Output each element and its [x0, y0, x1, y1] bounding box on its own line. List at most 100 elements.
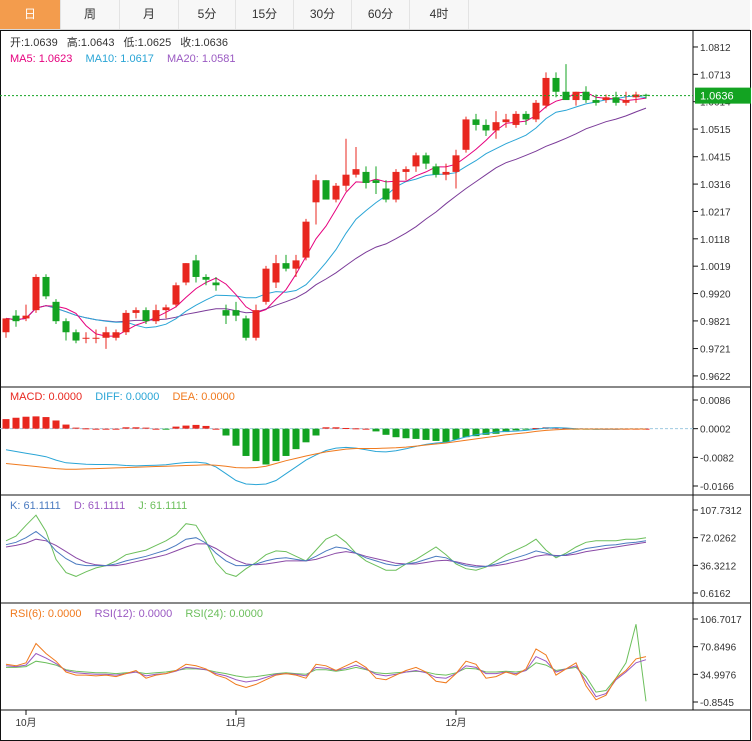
candle-body-4: [42, 276, 50, 297]
dea-line: [5, 428, 646, 470]
candle-body-20: [202, 276, 210, 280]
macd-bar-18: [182, 425, 190, 429]
candle-body-43: [432, 166, 440, 175]
axis-ticks: 1.08121.07131.06141.05151.04151.03161.02…: [15, 43, 742, 729]
macd-bar-45: [452, 428, 460, 440]
rsi-tick-label-3: -0.8545: [700, 698, 734, 709]
candle-body-16: [162, 307, 170, 311]
macd-bar-52: [522, 428, 530, 430]
macd-bar-40: [402, 428, 410, 439]
macd-bar-37: [372, 428, 380, 432]
rsi-tick-label-1: 70.8496: [700, 643, 737, 654]
candle-body-34: [342, 174, 350, 186]
candle-body-60: [602, 97, 610, 101]
candle-body-0: [2, 318, 10, 333]
candle-body-10: [102, 332, 110, 338]
candle-body-22: [222, 310, 230, 316]
last-price-badge: 1.0636: [695, 87, 751, 104]
tab-week[interactable]: 周: [61, 0, 120, 29]
tab-day[interactable]: 日: [0, 0, 61, 29]
kdj-legend: K: 61.1111 D: 61.1111 J: 61.1111: [10, 500, 187, 512]
macd-bar-51: [512, 428, 520, 431]
high-label: 高:1.0643: [67, 35, 115, 49]
candle-body-61: [612, 97, 620, 103]
macd-bar-29: [292, 428, 300, 450]
macd-bar-6: [62, 424, 70, 429]
candle-body-44: [442, 171, 450, 175]
candle-body-59: [592, 100, 600, 103]
x-tick-label-1: 11月: [226, 717, 246, 729]
chart-border: [0, 30, 751, 741]
candle-body-17: [172, 285, 180, 305]
tab-5min[interactable]: 5分: [179, 0, 236, 29]
macd-bar-13: [132, 427, 140, 429]
candle-body-5: [52, 301, 60, 322]
macd-bar-35: [352, 428, 360, 430]
candle-body-51: [512, 113, 520, 125]
rsi24-line: [6, 624, 647, 702]
chart-area[interactable]: 1.08121.07131.06141.05151.04151.03161.02…: [0, 30, 752, 741]
macd-bar-43: [432, 428, 440, 441]
macd-bar-17: [172, 426, 180, 429]
kdj-tick-label-2: 36.3212: [700, 561, 737, 572]
macd-bar-32: [322, 427, 330, 429]
macd-bar-42: [422, 428, 430, 440]
candle-body-30: [302, 221, 310, 258]
price-tick-label-1: 1.0713: [700, 70, 731, 81]
macd-bar-34: [342, 427, 350, 429]
x-tick-label-0: 10月: [15, 717, 36, 729]
candle-body-53: [532, 102, 540, 120]
candle-body-26: [262, 268, 270, 302]
candle-body-40: [402, 169, 410, 172]
ma20-label: MA20: 1.0581: [167, 53, 236, 65]
price-tick-label-10: 0.9821: [700, 317, 731, 328]
macd-bar-22: [222, 428, 230, 436]
macd-bar-44: [442, 428, 450, 443]
macd-bar-15: [152, 428, 160, 430]
candlestick-plot: [0, 64, 693, 349]
macd-bar-19: [192, 424, 200, 429]
macd-legend: MACD: 0.0000 DIFF: 0.0000 DEA: 0.0000: [10, 391, 235, 403]
ma10-label: MA10: 1.0617: [85, 53, 154, 65]
candle-body-28: [282, 263, 290, 269]
candle-body-45: [452, 155, 460, 172]
candle-body-15: [152, 310, 160, 322]
macd-bar-23: [232, 428, 240, 446]
candle-body-47: [472, 119, 480, 125]
macd-bar-8: [82, 428, 90, 430]
tab-month[interactable]: 月: [120, 0, 179, 29]
macd-bar-1: [12, 417, 20, 429]
macd-bar-39: [392, 428, 400, 438]
candle-body-29: [292, 260, 300, 269]
kdj-plot: [5, 514, 647, 577]
low-label: 低:1.0625: [124, 36, 172, 49]
price-tick-label-9: 0.9920: [700, 290, 731, 301]
close-label: 收:1.0636: [180, 35, 228, 49]
macd-bar-25: [252, 428, 260, 462]
tab-15min[interactable]: 15分: [236, 0, 294, 29]
rsi-tick-label-2: 34.9976: [700, 670, 737, 681]
candle-body-25: [252, 310, 260, 338]
ma20-line: [5, 107, 647, 323]
j-line: [5, 514, 647, 577]
macd-bar-53: [532, 427, 540, 429]
macd-bar-4: [42, 417, 50, 429]
price-tick-label-3: 1.0515: [700, 125, 731, 136]
diff-label: DIFF: 0.0000: [95, 391, 159, 403]
d-label: D: 61.1111: [74, 500, 125, 512]
ohlc-legend: 开:1.0639 高:1.0643 低:1.0625 收:1.0636: [10, 35, 228, 49]
dea-label: DEA: 0.0000: [172, 391, 234, 403]
rsi6-line: [5, 642, 647, 701]
tab-30min[interactable]: 30分: [294, 0, 352, 29]
candle-body-42: [422, 155, 430, 164]
macd-tick-label-1: 0.0002: [700, 425, 731, 436]
tab-4hour[interactable]: 4时: [410, 0, 469, 29]
d-line: [5, 538, 647, 567]
j-label: J: 61.1111: [138, 500, 187, 512]
candle-body-12: [122, 312, 130, 333]
macd-bar-14: [142, 427, 150, 429]
candle-body-7: [72, 332, 80, 341]
candle-body-21: [212, 282, 220, 286]
tab-60min[interactable]: 60分: [352, 0, 410, 29]
candle-body-48: [482, 124, 490, 131]
